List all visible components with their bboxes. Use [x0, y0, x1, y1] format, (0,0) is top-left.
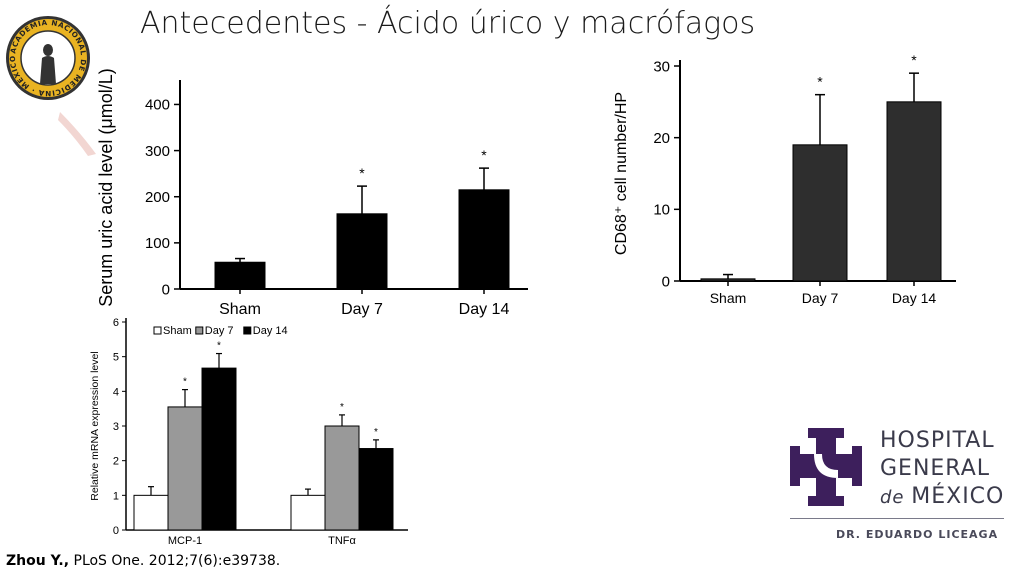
significance-marker: * — [183, 377, 187, 388]
cd68-chart: 0 10 20 30 CD68⁺ cell number/HP Sham * Day 7 * Da… — [613, 52, 956, 306]
hospital-name-line3: de MÉXICO — [880, 486, 1004, 508]
y-axis-label: Relative mRNA expression level — [89, 351, 101, 500]
y-tick-label: 0 — [162, 281, 170, 298]
bar-day-7 — [336, 213, 388, 290]
y-tick-label: 10 — [653, 202, 670, 219]
y-tick-label: 100 — [145, 235, 170, 252]
x-tick-label: Day 7 — [341, 301, 383, 318]
y-tick-label: 6 — [113, 317, 119, 329]
legend-swatch — [153, 326, 162, 335]
y-axis-label: CD68⁺ cell number/HP — [613, 92, 630, 255]
significance-marker: * — [359, 165, 365, 181]
bar-tnf-day-7 — [324, 425, 360, 531]
x-tick-label: TNFα — [328, 535, 356, 547]
legend-swatch — [195, 326, 204, 335]
y-axis-label: Serum uric acid level (μmol/L) — [96, 68, 116, 306]
hospital-name-line1: HOSPITAL — [880, 428, 995, 453]
y-tick-label: 3 — [113, 421, 119, 433]
citation: Zhou Y., PLoS One. 2012;7(6):e39738. — [6, 553, 280, 569]
bar-day-14 — [458, 189, 510, 290]
x-tick-label: Sham — [219, 301, 261, 318]
significance-marker: * — [817, 74, 823, 90]
decorative-swoosh — [58, 112, 96, 156]
mrna-expression-chart: 0 1 2 3 4 5 6 Relative mRNA expression level * * M… — [89, 317, 408, 547]
y-tick-label: 200 — [145, 189, 170, 206]
slide-title: Antecedentes - Ácido úrico y macrófagos — [140, 6, 756, 41]
bar-day-7 — [792, 144, 848, 282]
y-tick-label: 2 — [113, 456, 119, 468]
citation-author: Zhou Y., — [6, 553, 70, 569]
bar-tnf-sham — [290, 494, 326, 531]
x-tick-label: Day 7 — [802, 290, 839, 306]
bar-sham — [700, 278, 756, 282]
x-tick-label: MCP-1 — [168, 535, 202, 547]
legend-label: Day 7 — [205, 325, 234, 337]
hospital-divider — [790, 518, 1004, 519]
hospital-name-prefix: de — [880, 487, 912, 508]
citation-details: PLoS One. 2012;7(6):e39738. — [69, 553, 281, 569]
hospital-name-line2: GENERAL — [880, 456, 991, 481]
bar-mcp1-day-14 — [201, 367, 237, 531]
legend-swatch — [243, 326, 252, 335]
bar-sham — [214, 261, 266, 290]
bar-mcp1-sham — [133, 494, 169, 531]
hospital-subtitle: DR. EDUARDO LICEAGA — [836, 528, 999, 541]
hospital-name-main: MÉXICO — [911, 484, 1005, 509]
legend-label: Sham — [163, 325, 192, 337]
bar-day-14 — [886, 101, 942, 282]
y-tick-label: 1 — [113, 490, 119, 502]
uric-acid-chart: 0 100 200 300 400 Serum uric acid level (μmol… — [96, 68, 528, 318]
significance-marker: * — [481, 147, 487, 163]
legend-label: Day 14 — [253, 325, 288, 337]
y-tick-label: 300 — [145, 143, 170, 160]
x-tick-label: Day 14 — [459, 301, 510, 318]
bar-tnf-day-14 — [358, 448, 394, 531]
x-tick-label: Day 14 — [892, 290, 937, 306]
y-tick-label: 0 — [662, 273, 670, 290]
y-tick-label: 4 — [113, 386, 119, 398]
bar-mcp1-day-7 — [167, 406, 203, 531]
significance-marker: * — [217, 341, 221, 352]
significance-marker: * — [911, 52, 917, 68]
x-tick-label: Sham — [710, 290, 747, 306]
y-tick-label: 5 — [113, 352, 119, 364]
academy-seal-logo: ACADEMIA NACIONAL DE MEDICINA · MÉXICO · — [4, 14, 90, 100]
y-tick-label: 400 — [145, 97, 170, 114]
y-tick-label: 20 — [653, 130, 670, 147]
hospital-cross-logo — [790, 428, 862, 506]
y-tick-label: 0 — [113, 525, 119, 537]
significance-marker: * — [374, 427, 378, 438]
significance-marker: * — [340, 402, 344, 413]
y-tick-label: 30 — [653, 58, 670, 75]
